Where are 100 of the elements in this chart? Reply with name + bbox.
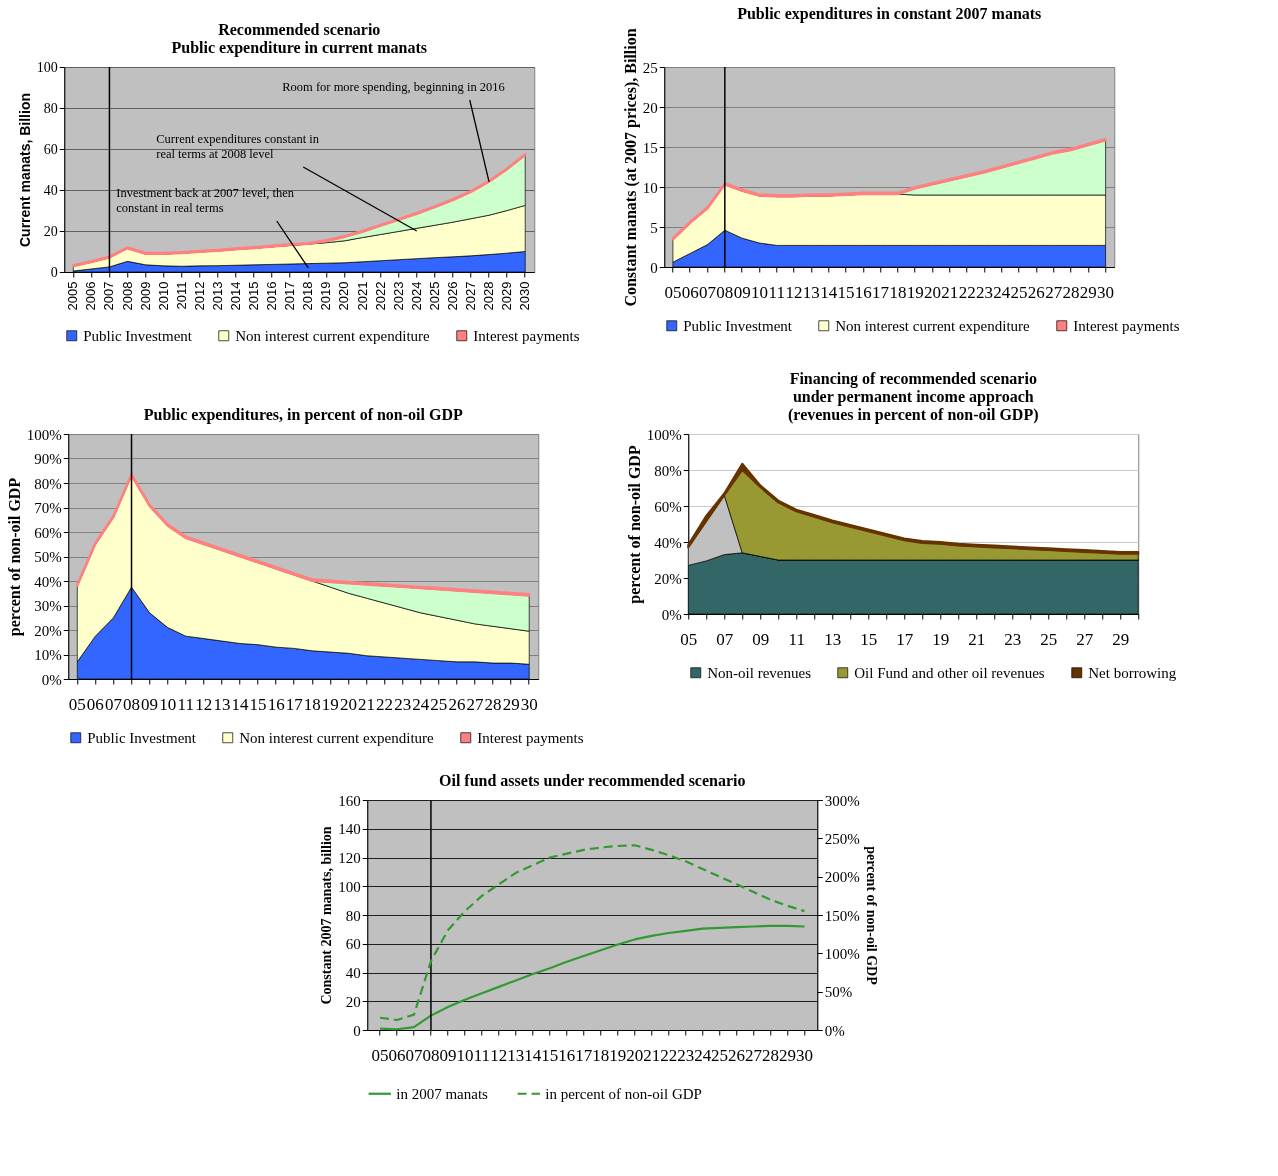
x-tick-label: 28 [762,1045,780,1065]
x-tick-label: 15 [837,282,855,302]
x-tick-label: 05 [68,694,86,714]
y-tick-label: 80 [345,907,361,924]
x-tick-label: 29 [502,694,520,714]
legend-label: in percent of non-oil GDP [545,1085,702,1102]
x-tick-label: 09 [733,282,751,302]
legend-label: Non-oil revenues [707,664,812,681]
x-tick-label: 27 [1076,629,1094,649]
x-tick-label: 2028 [481,281,497,311]
y2-tick-label: 0% [824,1022,845,1039]
y2-tick-label: 200% [824,869,860,886]
annotation: Current expenditures constant in real terms at 2008 level [156,132,320,161]
y-tick-label: 140 [338,821,361,838]
y-tick-label: 20% [654,570,682,587]
annotation: Investment back at 2007 level, then constant in real terms [116,186,295,215]
x-tick-label: 22 [958,282,976,302]
y-tick-label: 0 [353,1022,361,1039]
x-tick-label: 20 [626,1045,644,1065]
x-tick-label: 2014 [227,281,243,311]
legend-label: Interest payments [473,327,580,344]
x-tick-label: 10 [456,1045,474,1065]
x-tick-label: 07 [699,282,717,302]
x-tick-label: 16 [854,282,872,302]
chart-title: Public expenditures, in percent of non-oil GDP [143,406,463,424]
y-tick-label: 100% [646,426,682,443]
y-tick-label: 60 [43,141,58,157]
x-tick-label: 2011 [173,281,189,310]
x-tick-label: 06 [86,694,104,714]
x-tick-label: 24 [993,282,1011,302]
x-tick-label: 2008 [119,281,135,311]
x-tick-label: 16 [267,694,285,714]
x-tick-label: 14 [820,282,838,302]
y-tick-label: 0% [661,606,682,623]
legend-label: Public Investment [683,317,793,334]
x-tick-label: 11 [768,282,785,302]
x-tick-label: 14 [524,1045,542,1065]
x-tick-label: 2023 [390,281,406,311]
y-tick-label: 60% [34,524,62,541]
x-tick-label: 10 [750,282,768,302]
x-tick-label: 2029 [499,281,515,311]
x-tick-label: 08 [716,282,734,302]
x-tick-label: 21 [643,1045,661,1065]
x-tick-label: 24 [412,694,430,714]
y-tick-label: 10% [34,647,62,663]
x-tick-label: 09 [439,1045,457,1065]
x-tick-label: 26 [448,694,466,714]
x-tick-label: 12 [490,1045,508,1065]
y2-tick-label: 150% [824,907,860,924]
line-series [378,924,806,1031]
x-tick-label: 06 [388,1045,406,1065]
x-tick-label: 2010 [155,281,171,311]
legend-label: Interest payments [1073,317,1180,334]
y-tick-label: 20% [34,622,62,639]
x-tick-label: 09 [752,629,770,649]
legend-label: in 2007 manats [396,1085,489,1102]
x-tick-label: 07 [405,1045,423,1065]
x-tick-label: 18 [592,1045,610,1065]
chart-title: Public expenditures in constant 2007 manats [737,4,1042,23]
x-tick-label: 08 [123,694,141,714]
y-tick-label: 40 [43,182,58,198]
y-tick-label: 100 [338,878,361,895]
x-tick-label: 15 [249,694,267,714]
x-tick-label: 27 [745,1045,763,1065]
y-tick-label: 100% [26,426,62,443]
x-tick-label: 05 [371,1045,389,1065]
x-tick-label: 23 [677,1045,695,1065]
line-series [378,844,806,1022]
x-tick-label: 11 [788,629,805,649]
x-tick-label: 15 [541,1045,559,1065]
y-tick-label: 70% [34,500,62,516]
y-tick-label: 0% [41,671,62,688]
legend-label: Non interest current expenditure [835,317,1031,334]
y-tick-label: 100 [36,59,58,75]
x-tick-label: 25 [1040,629,1058,649]
x-tick-label: 13 [507,1045,525,1065]
chart-title: Financing of recommended scenario under permanent income approach (revenues in percent of non-oil GDP) [788,370,1039,424]
x-tick-label: 23 [1004,629,1022,649]
x-tick-label: 30 [520,694,538,714]
x-tick-label: 29 [1112,629,1130,649]
x-tick-label: 20 [924,282,942,302]
x-tick-label: 23 [975,282,993,302]
x-tick-label: 14 [231,694,249,714]
x-tick-label: 29 [1079,282,1097,302]
y-tick-label: 60% [654,498,682,515]
x-tick-label: 11 [473,1045,491,1065]
y-tick-label: 40 [345,965,361,981]
x-tick-label: 12 [195,694,213,714]
legend-label: Non interest current expenditure [239,729,435,746]
x-tick-label: 18 [303,694,321,714]
y-tick-label: 90% [34,451,62,467]
legend-label: Oil Fund and other oil revenues [854,664,1045,681]
x-tick-label: 2030 [517,281,533,311]
y-tick-label: 60 [345,936,361,953]
x-tick-label: 13 [802,282,820,302]
x-tick-label: 28 [1062,282,1080,302]
x-tick-label: 2018 [300,281,316,311]
y-tick-label: 20 [642,99,658,116]
legend-label: Net borrowing [1088,664,1177,681]
x-tick-label: 2021 [354,281,370,311]
